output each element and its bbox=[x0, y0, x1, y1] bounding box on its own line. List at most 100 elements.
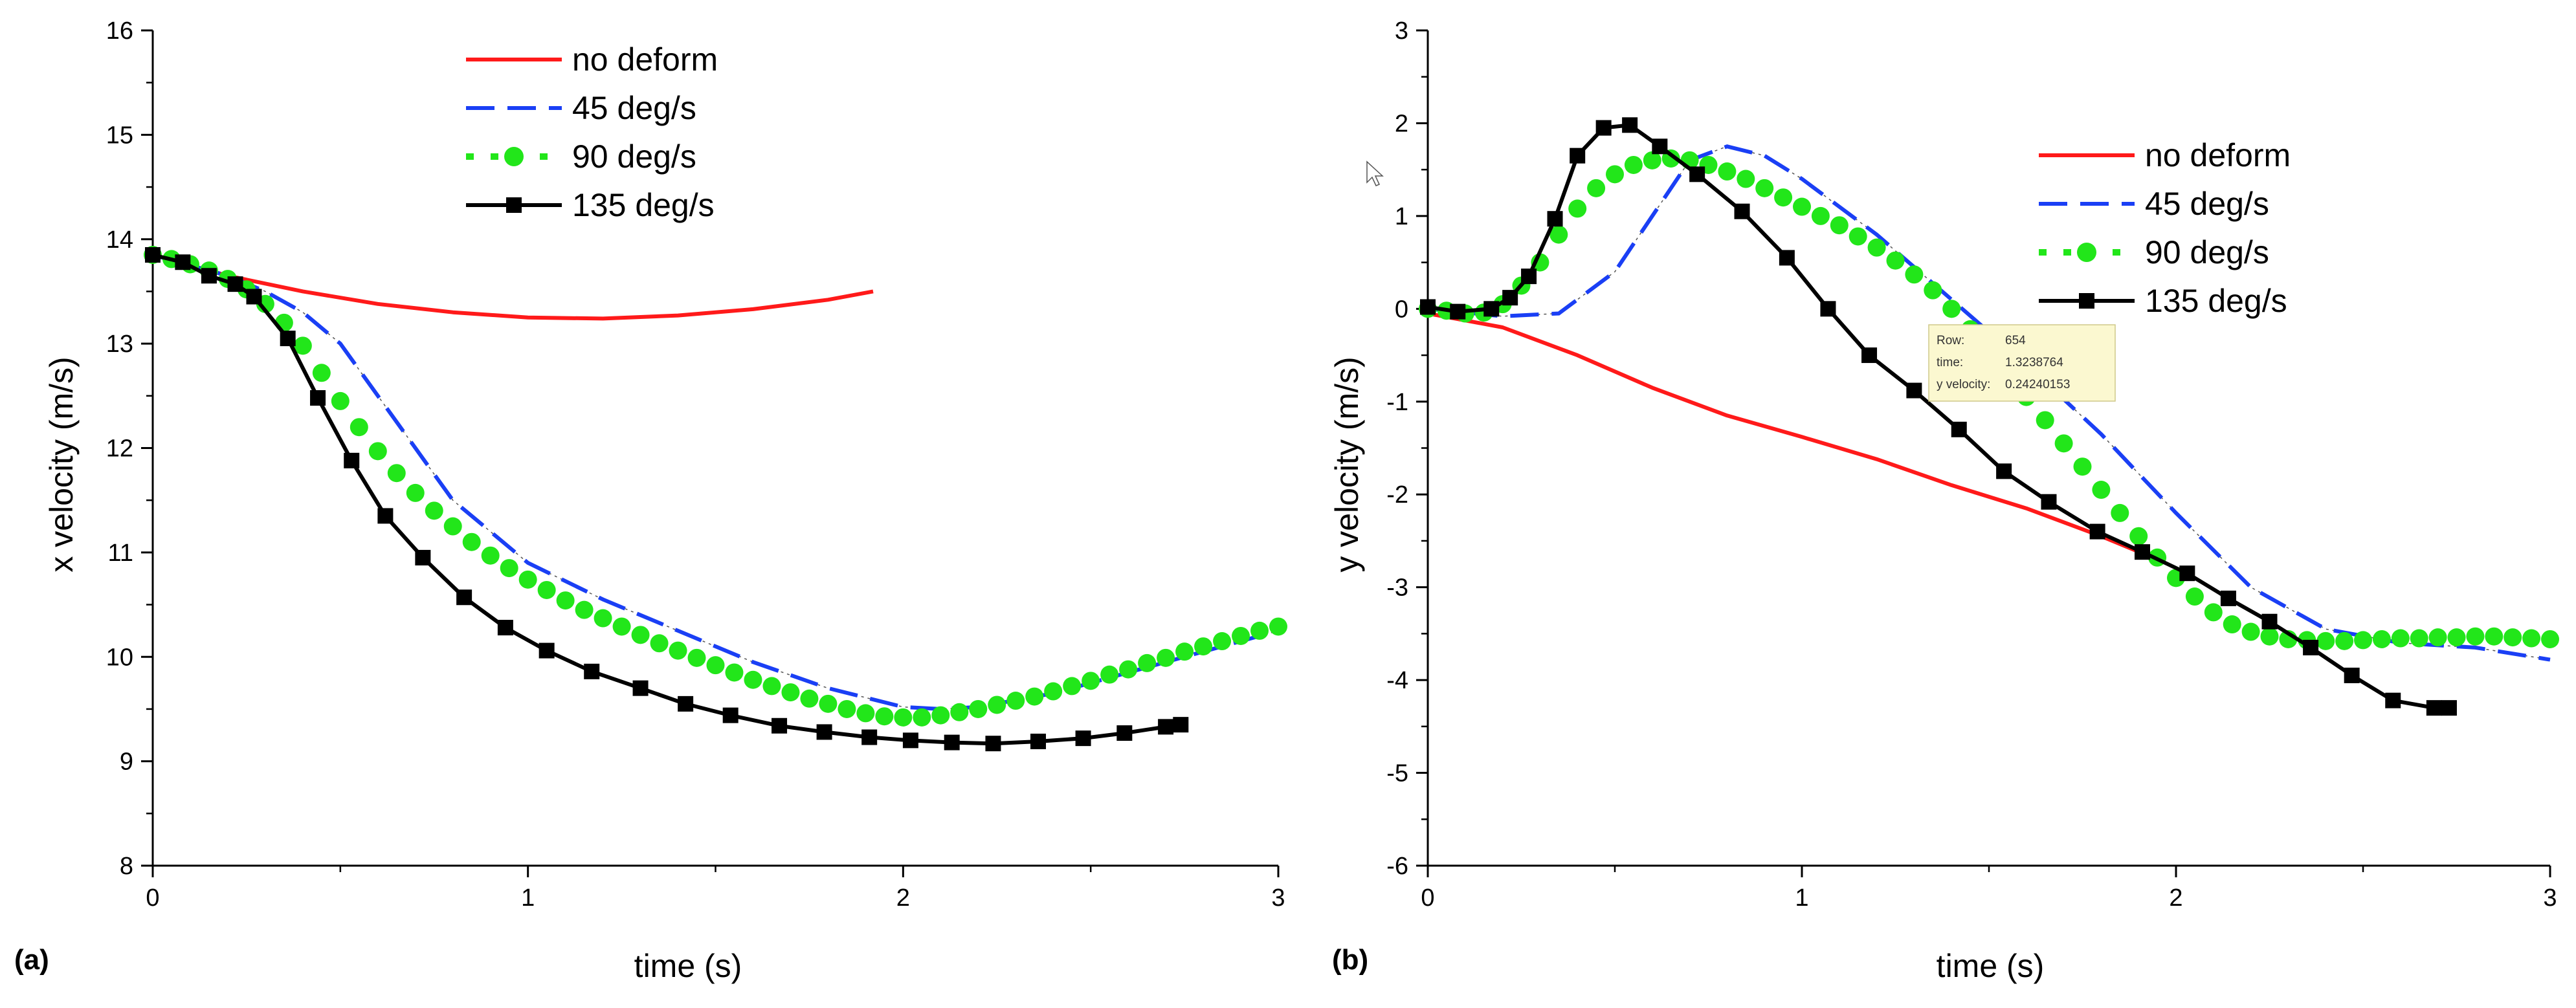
data-point bbox=[969, 699, 988, 718]
data-point bbox=[944, 734, 960, 751]
y-axis-title: x velocity (m/s) bbox=[43, 356, 80, 572]
data-point bbox=[2220, 590, 2236, 606]
data-point bbox=[1734, 203, 1750, 219]
y-tick-label: 16 bbox=[106, 17, 133, 45]
panel-label: (a) bbox=[14, 944, 49, 976]
series-90-deg-s bbox=[144, 245, 1287, 727]
data-point bbox=[725, 663, 744, 682]
series-layer bbox=[1419, 117, 2559, 716]
legend-label: no deform bbox=[572, 41, 718, 78]
data-point bbox=[669, 641, 687, 660]
data-point bbox=[2303, 639, 2319, 655]
data-point bbox=[744, 670, 762, 689]
data-point bbox=[1547, 211, 1563, 227]
y-axis-title: y velocity (m/s) bbox=[1329, 356, 1365, 572]
data-point bbox=[2134, 544, 2150, 560]
data-point bbox=[415, 549, 431, 565]
data-point bbox=[1996, 463, 2012, 479]
data-point bbox=[2073, 457, 2092, 476]
data-point bbox=[1652, 138, 1668, 155]
legend-entry: 135 deg/s bbox=[2039, 283, 2287, 319]
data-point bbox=[1158, 719, 1174, 735]
y-tick-label: -5 bbox=[1386, 760, 1408, 787]
data-point bbox=[1483, 301, 1500, 317]
data-point bbox=[175, 254, 191, 270]
series-no-deform bbox=[152, 253, 874, 321]
data-point bbox=[762, 677, 781, 696]
data-point bbox=[584, 663, 600, 679]
legend-marker bbox=[506, 197, 522, 213]
data-point bbox=[1521, 268, 1537, 285]
y-tick-label: -3 bbox=[1386, 575, 1408, 602]
data-point bbox=[312, 364, 331, 382]
data-point bbox=[1250, 621, 1269, 640]
legend-marker bbox=[2079, 293, 2094, 309]
data-point bbox=[706, 656, 725, 675]
data-point bbox=[2036, 411, 2054, 430]
data-point bbox=[1063, 677, 1082, 696]
x-axis-title: time (s) bbox=[634, 948, 742, 984]
y-tick-label: -4 bbox=[1386, 667, 1408, 694]
data-point bbox=[227, 276, 243, 292]
legend-label: 45 deg/s bbox=[2145, 186, 2269, 222]
series-line bbox=[1427, 311, 2147, 557]
data-point bbox=[293, 336, 312, 355]
data-point bbox=[246, 289, 262, 305]
legend-label: 45 deg/s bbox=[572, 90, 696, 126]
data-point bbox=[1906, 382, 1922, 399]
y-tick-label: 1 bbox=[1395, 203, 1408, 230]
legend-entry: 90 deg/s bbox=[2039, 234, 2269, 270]
series-line bbox=[1427, 144, 2551, 662]
data-point bbox=[2041, 494, 2057, 510]
data-point bbox=[1622, 117, 1638, 133]
y-tick-label: 15 bbox=[106, 122, 133, 149]
chart-panel-b: (b) time (s) y velocity (m/s) 0 1 2 3 -6 -5 -4… bbox=[1329, 17, 2559, 984]
data-point bbox=[1006, 692, 1025, 710]
data-point bbox=[650, 634, 669, 653]
data-point bbox=[2204, 603, 2223, 622]
data-point bbox=[1025, 687, 1044, 706]
data-point bbox=[985, 736, 1001, 752]
data-point bbox=[1570, 148, 1586, 164]
y-tick-label: -2 bbox=[1386, 481, 1408, 509]
legend-entry: 45 deg/s bbox=[2039, 186, 2269, 222]
data-point bbox=[2354, 631, 2372, 650]
legend-entry: no deform bbox=[2039, 137, 2291, 173]
data-point bbox=[406, 483, 425, 502]
data-point bbox=[425, 501, 443, 520]
legend: no deform 45 deg/s 90 deg/s 135 deg/s bbox=[2039, 137, 2291, 319]
data-point bbox=[1886, 251, 1905, 270]
data-point bbox=[2111, 503, 2129, 522]
series-45-deg-s bbox=[1427, 144, 2551, 662]
data-point bbox=[1450, 303, 1466, 320]
series-layer bbox=[144, 245, 1287, 752]
data-point bbox=[350, 418, 368, 437]
data-point bbox=[2089, 523, 2105, 540]
data-point bbox=[594, 609, 612, 628]
data-point bbox=[1951, 421, 1967, 437]
data-point bbox=[1867, 238, 1886, 257]
data-point bbox=[377, 508, 394, 524]
data-point bbox=[2441, 700, 2457, 716]
data-point bbox=[861, 729, 878, 745]
data-point bbox=[722, 707, 738, 723]
data-point bbox=[575, 600, 594, 619]
data-point bbox=[1075, 730, 1091, 747]
data-point bbox=[800, 689, 819, 708]
data-point bbox=[856, 704, 875, 723]
y-tick-label: 9 bbox=[120, 749, 133, 776]
data-point bbox=[1138, 653, 1157, 672]
data-point bbox=[2447, 628, 2466, 647]
x-tick-label: 1 bbox=[521, 884, 535, 912]
data-point bbox=[310, 390, 326, 406]
legend: no deform 45 deg/s 90 deg/s 135 deg/s bbox=[466, 41, 718, 223]
y-tick-label: 13 bbox=[106, 331, 133, 358]
data-point bbox=[2485, 627, 2504, 646]
data-point bbox=[201, 268, 217, 284]
data-point bbox=[2426, 700, 2442, 716]
data-point bbox=[1420, 299, 1436, 315]
data-point bbox=[687, 648, 706, 667]
data-point bbox=[500, 559, 518, 578]
data-point bbox=[631, 626, 650, 644]
legend-label: 90 deg/s bbox=[572, 138, 696, 175]
